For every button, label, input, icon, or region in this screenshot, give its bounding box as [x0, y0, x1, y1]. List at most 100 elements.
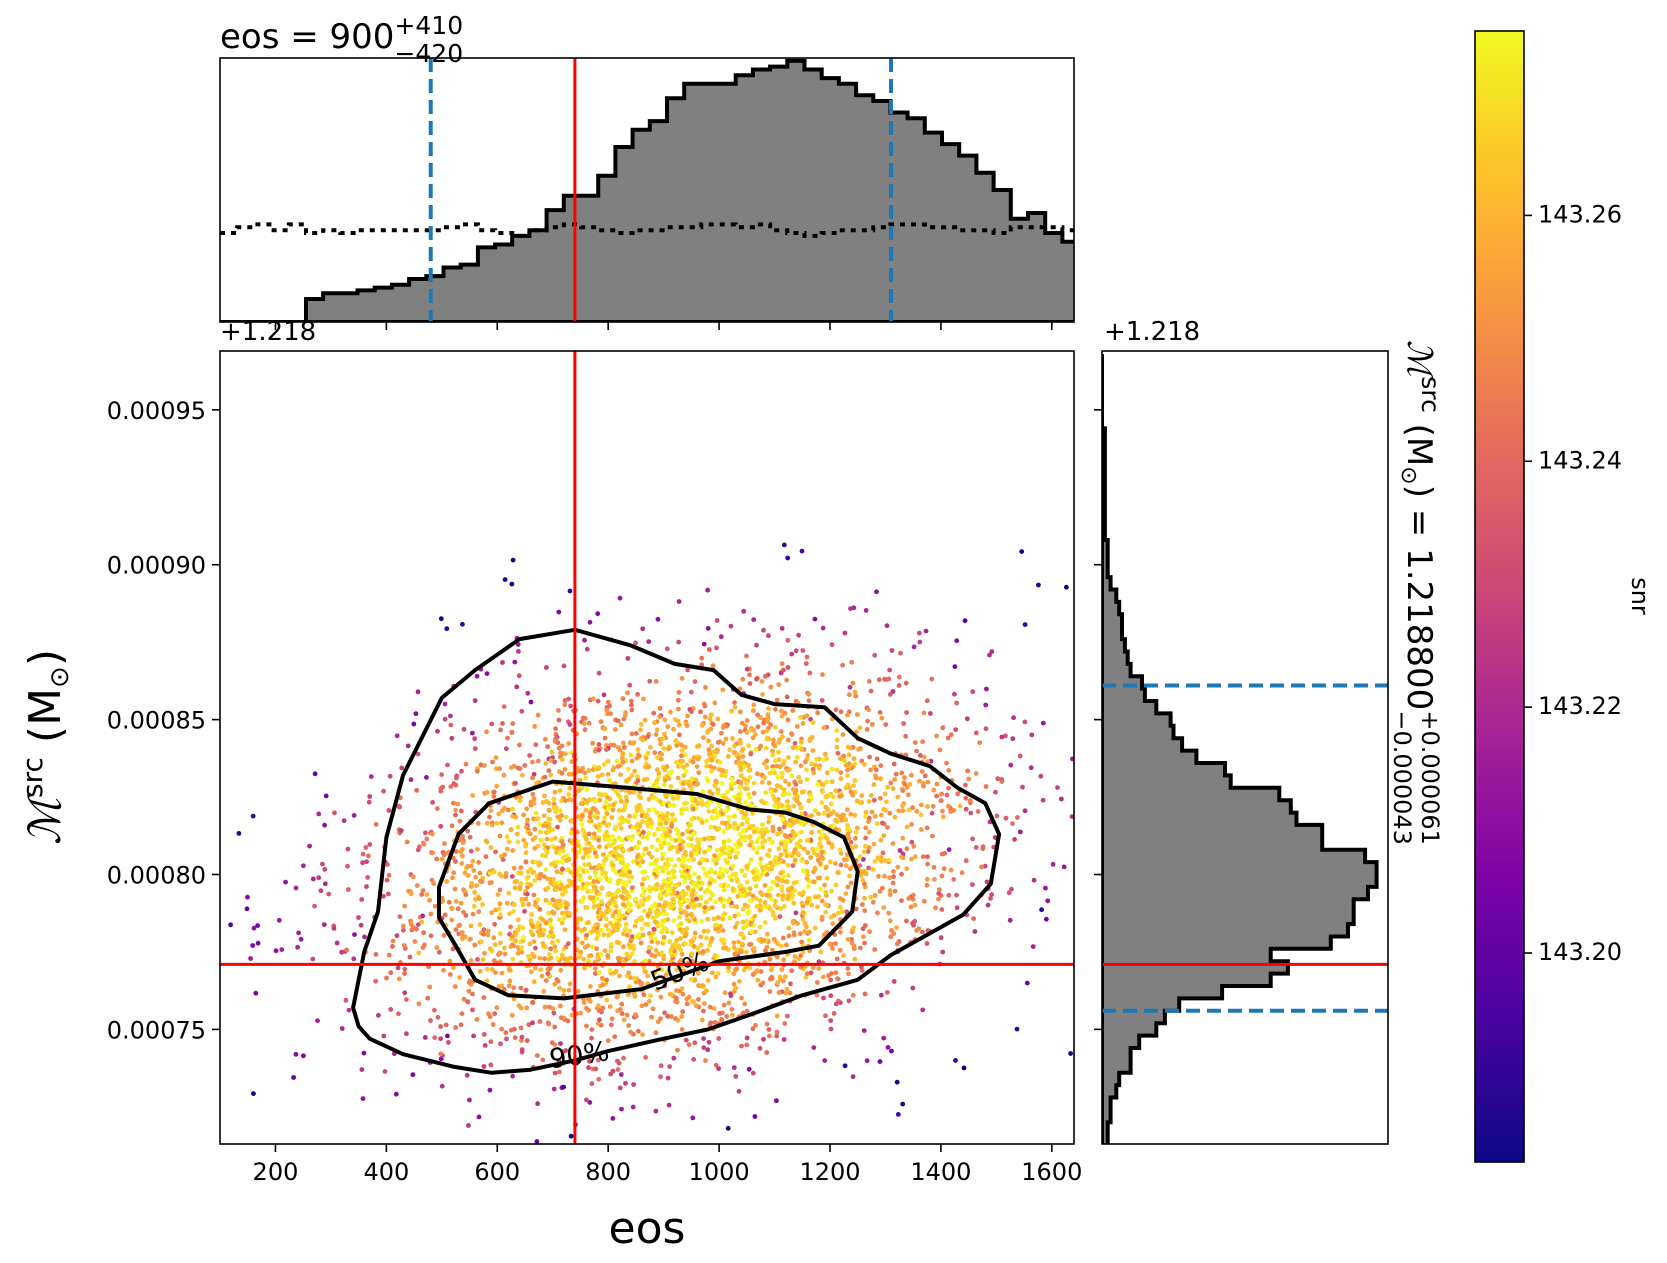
scatter-point: [732, 821, 737, 826]
scatter-point: [642, 717, 648, 723]
scatter-point: [603, 916, 609, 922]
scatter-point: [834, 956, 840, 962]
scatter-point: [522, 908, 527, 914]
scatter-point: [638, 940, 644, 946]
scatter-point: [859, 793, 865, 798]
scatter-point: [821, 725, 827, 731]
scatter-point: [786, 933, 792, 939]
scatter-point: [322, 867, 328, 872]
scatter-point: [618, 1072, 624, 1077]
scatter-point: [666, 1102, 672, 1108]
scatter-point: [442, 912, 448, 918]
scatter-point: [296, 930, 301, 936]
scatter-point: [438, 616, 444, 622]
scatter-point: [917, 778, 922, 784]
scatter-point: [795, 851, 801, 857]
scatter-point: [717, 870, 723, 876]
scatter-point: [822, 882, 827, 888]
scatter-point: [794, 841, 800, 847]
scatter-point: [414, 926, 419, 932]
scatter-point: [804, 777, 810, 782]
scatter-point: [651, 807, 657, 812]
scatter-point: [671, 803, 677, 808]
scatter-point: [725, 754, 731, 759]
scatter-point: [742, 1001, 748, 1007]
scatter-point: [925, 861, 930, 867]
scatter-point: [772, 770, 778, 776]
scatter-point: [847, 764, 853, 770]
scatter-point: [941, 866, 947, 871]
scatter-point: [654, 882, 660, 887]
scatter-point: [446, 899, 452, 905]
scatter-point: [673, 988, 679, 993]
scatter-point: [454, 775, 459, 781]
scatter-point: [655, 987, 660, 993]
scatter-point: [559, 952, 565, 958]
scatter-point: [1006, 890, 1012, 896]
scatter-point: [871, 841, 877, 847]
scatter-point: [714, 645, 719, 651]
scatter-point: [536, 780, 542, 785]
scatter-point: [510, 557, 516, 563]
scatter-point: [603, 870, 608, 876]
y-tick-label: 0.00090: [107, 552, 206, 580]
scatter-point: [626, 900, 631, 906]
scatter-point: [550, 827, 556, 833]
scatter-point: [766, 819, 772, 825]
scatter-point: [687, 864, 693, 870]
scatter-point: [702, 714, 708, 720]
scatter-point: [853, 829, 859, 835]
scatter-point: [791, 900, 797, 906]
scatter-point: [501, 987, 507, 992]
scatter-point: [828, 801, 834, 807]
scatter-point: [800, 648, 806, 653]
scatter-point: [489, 721, 495, 727]
scatter-point: [576, 849, 582, 855]
scatter-point: [772, 743, 778, 749]
scatter-point: [917, 639, 923, 645]
scatter-point: [732, 704, 738, 710]
scatter-point: [999, 734, 1005, 740]
scatter-point: [556, 708, 561, 713]
scatter-point: [366, 799, 372, 805]
scatter-point: [704, 818, 709, 824]
scatter-point: [596, 1021, 601, 1026]
scatter-point: [811, 1045, 817, 1050]
scatter-point: [777, 914, 783, 919]
scatter-point: [552, 759, 557, 765]
colorbar-tick-label: 143.24: [1538, 446, 1622, 474]
scatter-point: [679, 807, 685, 812]
scatter-point: [597, 844, 602, 850]
scatter-point: [643, 958, 649, 964]
scatter-point: [532, 826, 538, 832]
scatter-point: [450, 946, 456, 952]
scatter-point: [494, 783, 500, 789]
scatter-point: [279, 947, 285, 952]
scatter-point: [679, 811, 685, 816]
scatter-point: [812, 894, 818, 900]
scatter-point: [578, 816, 584, 822]
scatter-point: [850, 1074, 856, 1080]
scatter-point: [662, 1010, 667, 1016]
scatter-point: [892, 777, 898, 782]
scatter-point: [481, 1064, 487, 1069]
scatter-point: [396, 976, 402, 982]
scatter-point: [798, 931, 803, 937]
scatter-point: [681, 764, 687, 770]
scatter-point: [775, 774, 781, 780]
scatter-point: [706, 836, 712, 842]
scatter-point: [440, 898, 446, 904]
scatter-point: [783, 778, 788, 784]
scatter-point: [841, 753, 846, 759]
scatter-point: [774, 1033, 780, 1039]
scatter-point: [824, 875, 830, 881]
scatter-point: [683, 768, 689, 774]
scatter-point: [668, 709, 673, 715]
scatter-point: [715, 790, 721, 796]
contour-50-percent: [437, 779, 860, 1001]
scatter-point: [605, 771, 611, 777]
scatter-point: [351, 956, 357, 962]
scatter-point: [739, 809, 745, 815]
scatter-point: [845, 884, 851, 890]
scatter-point: [921, 754, 927, 760]
